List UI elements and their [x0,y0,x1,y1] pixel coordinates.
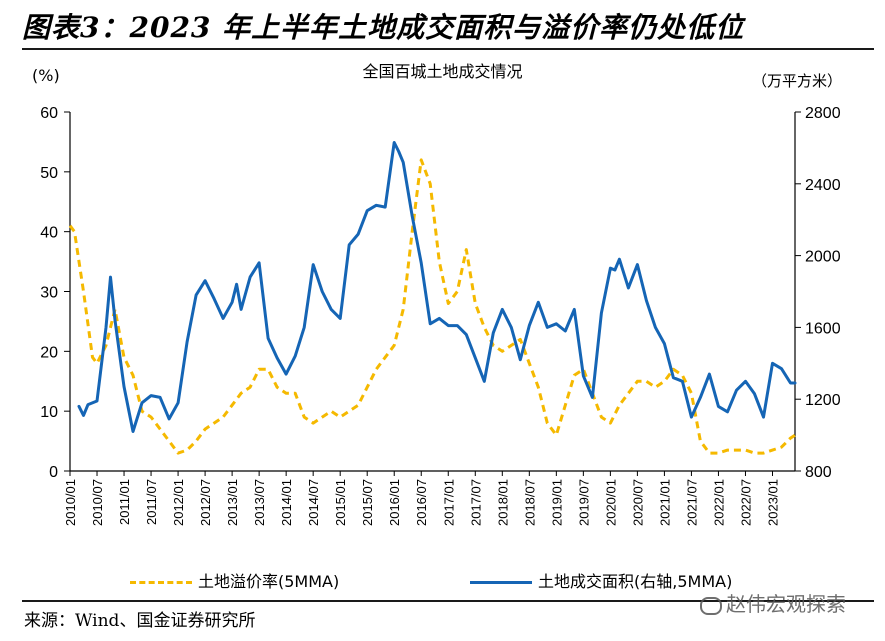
x-tick-label: 2013/07 [252,479,267,526]
x-tick-label: 2016/07 [414,479,429,526]
legend-label-premium: 土地溢价率(5MMA) [198,572,340,591]
x-tick-label: 2012/07 [198,479,213,526]
right-axis-unit: （万平方米） [752,72,843,90]
figure-title: 图表3：2023 年上半年土地成交面积与溢价率仍处低位 [22,11,745,44]
source-note: 来源：Wind、国金证券研究所 [24,611,256,631]
x-tick-label: 2020/07 [630,479,645,526]
x-tick-label: 2023/01 [765,479,780,526]
x-tick-label: 2020/01 [603,479,618,526]
legend-label-area: 土地成交面积(右轴,5MMA) [538,572,733,591]
left-tick-label: 40 [40,225,58,242]
x-tick-label: 2015/01 [333,479,348,526]
x-tick-label: 2022/07 [738,479,753,526]
left-tick-label: 10 [40,404,58,421]
x-tick-label: 2019/01 [549,479,564,526]
left-tick-label: 60 [40,105,58,122]
series-line-premium-rate [68,158,796,455]
legend-swatch-solid [470,581,532,584]
legend-swatch-dashed [130,581,192,584]
footer-divider [22,600,874,602]
x-tick-label: 2010/07 [90,479,105,526]
x-tick-label: 2014/07 [306,479,321,526]
wechat-icon [700,596,722,615]
left-tick-label: 30 [40,285,58,302]
left-tick-label: 20 [40,344,58,361]
chart-series [68,141,797,455]
x-tick-label: 2021/07 [684,479,699,526]
x-tick-label: 2017/07 [468,479,483,526]
right-tick-label: 2400 [805,177,841,194]
x-tick-label: 2013/01 [225,479,240,526]
series-line-land-area [77,141,797,433]
x-tick-label: 2016/01 [387,479,402,526]
right-tick-label: 2000 [805,249,841,266]
x-tick-label: 2015/07 [360,479,375,526]
x-tick-label: 2018/07 [522,479,537,526]
title-divider [22,48,874,50]
x-tick-label: 2021/01 [657,479,672,526]
right-tick-label: 800 [805,464,832,481]
x-tick-label: 2010/01 [63,479,78,526]
legend-item-premium: 土地溢价率(5MMA) [130,568,339,592]
right-tick-label: 1600 [805,320,841,337]
x-tick-label: 2011/01 [117,479,132,525]
right-tick-label: 2800 [805,105,841,122]
x-tick-label: 2017/01 [441,479,456,526]
right-tick-label: 1200 [805,392,841,409]
chart-title: 全国百城土地成交情况 [362,62,523,81]
x-tick-label: 2019/07 [576,479,591,526]
x-tick-label: 2022/01 [711,479,726,526]
watermark-text: 赵伟宏观探索 [726,592,846,616]
x-tick-label: 2018/01 [495,479,510,526]
x-tick-label: 2011/07 [144,479,159,525]
left-axis-unit: (%) [32,66,60,85]
left-tick-label: 50 [40,165,58,182]
left-tick-label: 0 [49,464,58,481]
x-tick-label: 2014/01 [279,479,294,526]
chart-axes: 0 10 20 30 40 50 60 800 1200 1600 2000 2400 2800 2010… [40,105,840,526]
legend-item-area: 土地成交面积(右轴,5MMA) [470,568,732,592]
watermark: 赵伟宏观探索 [700,588,846,617]
x-tick-label: 2012/01 [171,479,186,526]
